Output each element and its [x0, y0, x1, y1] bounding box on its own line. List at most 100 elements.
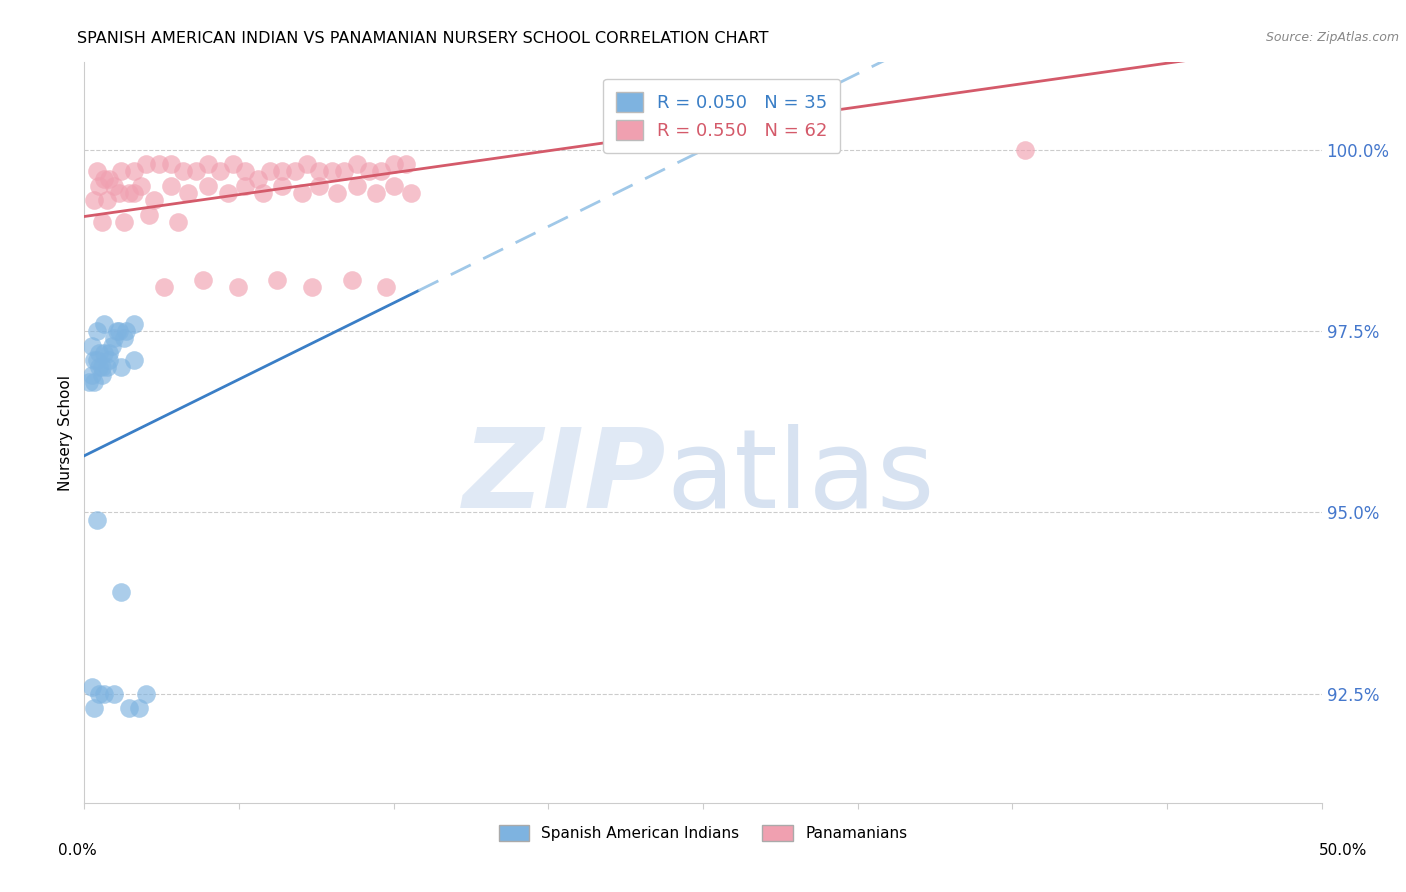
Point [98, 171, 121, 186]
Point [86, 353, 108, 368]
Point [83, 194, 105, 208]
Point [148, 157, 170, 171]
Point [86, 164, 108, 178]
Point [96, 360, 118, 375]
Point [86, 513, 108, 527]
Point [295, 157, 318, 171]
Text: 0.0%: 0.0% [58, 843, 97, 858]
Point [271, 164, 294, 178]
Point [395, 157, 418, 171]
Point [115, 324, 138, 338]
Point [93, 687, 115, 701]
Point [177, 186, 200, 200]
Point [167, 215, 190, 229]
Point [246, 171, 269, 186]
Point [80, 338, 103, 352]
Point [110, 585, 132, 599]
Point [226, 280, 249, 294]
Text: SPANISH AMERICAN INDIAN VS PANAMANIAN NURSERY SCHOOL CORRELATION CHART: SPANISH AMERICAN INDIAN VS PANAMANIAN NU… [77, 31, 769, 46]
Point [308, 164, 330, 178]
Point [346, 178, 368, 193]
Point [135, 687, 157, 701]
Point [96, 194, 118, 208]
Point [103, 687, 125, 701]
Point [366, 186, 388, 200]
Point [129, 178, 152, 193]
Point [382, 157, 405, 171]
Point [122, 353, 145, 368]
Point [271, 178, 294, 193]
Point [90, 215, 112, 229]
Point [217, 186, 239, 200]
Text: 50.0%: 50.0% [1319, 843, 1367, 858]
Point [112, 331, 135, 345]
Point [98, 345, 121, 359]
Point [103, 331, 125, 345]
Point [160, 157, 183, 171]
Point [142, 194, 165, 208]
Point [321, 164, 343, 178]
Point [1014, 143, 1036, 157]
Point [103, 178, 125, 193]
Point [112, 215, 135, 229]
Point [93, 171, 115, 186]
Point [399, 186, 422, 200]
Point [160, 178, 183, 193]
Point [382, 178, 405, 193]
Point [108, 324, 131, 338]
Point [98, 353, 121, 368]
Point [222, 157, 245, 171]
Text: ZIP: ZIP [463, 424, 666, 531]
Point [233, 178, 256, 193]
Point [375, 280, 398, 294]
Point [83, 353, 105, 368]
Point [357, 164, 380, 178]
Point [110, 360, 132, 375]
Point [118, 186, 141, 200]
Point [340, 273, 363, 287]
Y-axis label: Nursery School: Nursery School [58, 375, 73, 491]
Point [197, 178, 219, 193]
Legend: Spanish American Indians, Panamanians: Spanish American Indians, Panamanians [492, 819, 914, 847]
Point [90, 360, 112, 375]
Point [346, 157, 368, 171]
Point [105, 324, 128, 338]
Point [79, 375, 101, 389]
Point [209, 164, 232, 178]
Point [89, 687, 111, 701]
Point [89, 178, 111, 193]
Text: Source: ZipAtlas.com: Source: ZipAtlas.com [1265, 31, 1399, 45]
Point [93, 317, 115, 331]
Point [89, 360, 111, 375]
Point [122, 164, 145, 178]
Point [197, 157, 219, 171]
Point [184, 164, 207, 178]
Point [100, 338, 122, 352]
Point [83, 375, 105, 389]
Point [252, 186, 274, 200]
Point [110, 164, 132, 178]
Point [284, 164, 307, 178]
Point [233, 164, 256, 178]
Point [172, 164, 194, 178]
Point [86, 324, 108, 338]
Point [122, 186, 145, 200]
Point [301, 280, 323, 294]
Point [135, 157, 157, 171]
Point [93, 345, 115, 359]
Point [333, 164, 356, 178]
Point [152, 280, 174, 294]
Text: atlas: atlas [666, 424, 935, 531]
Point [308, 178, 330, 193]
Point [138, 208, 160, 222]
Point [108, 186, 131, 200]
Point [80, 368, 103, 382]
Point [291, 186, 314, 200]
Point [118, 701, 141, 715]
Point [266, 273, 288, 287]
Point [90, 368, 112, 382]
Point [80, 680, 103, 694]
Point [370, 164, 392, 178]
Point [128, 701, 150, 715]
Point [122, 317, 145, 331]
